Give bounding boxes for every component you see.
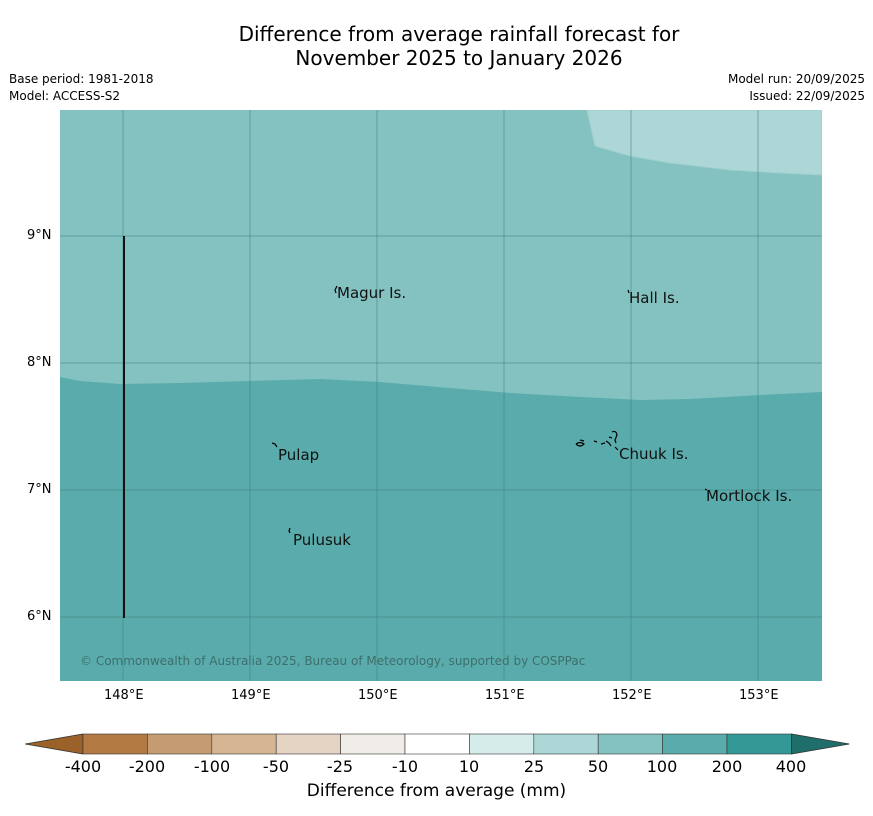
lat-label-6n: 6°N: [27, 609, 52, 624]
colorbar-arrow-low: [25, 733, 84, 755]
lon-label-151e: 151°E: [485, 688, 525, 703]
cb-tick-100: 100: [646, 757, 678, 776]
place-pulusuk: Pulusuk: [293, 531, 351, 549]
colorbar-segment: [340, 733, 406, 755]
place-pulap: Pulap: [278, 446, 320, 464]
lat-label-9n: 9°N: [27, 228, 52, 243]
chuuk-lagoon-shape: [575, 430, 619, 451]
lat-label-7n: 7°N: [27, 482, 52, 497]
lon-label-150e: 150°E: [358, 688, 398, 703]
cb-tick-25: 25: [523, 757, 545, 776]
colorbar-segment: [211, 733, 277, 755]
model-name: Model: ACCESS-S2: [9, 89, 121, 103]
lon-label-153e: 153°E: [739, 688, 779, 703]
cb-tick-neg200: -200: [128, 757, 166, 776]
model-run: Model run: 20/09/2025: [727, 72, 865, 86]
colorbar-arrow-high: [791, 733, 850, 755]
place-magur: Magur Is.: [337, 284, 407, 302]
pulusuk-island-shape: [288, 527, 291, 534]
issued-date: Issued: 22/09/2025: [749, 89, 865, 103]
hall-island-shape: [627, 289, 630, 294]
islands: [271, 285, 708, 534]
place-mortlock: Mortlock Is.: [706, 487, 793, 505]
cb-tick-50: 50: [587, 757, 609, 776]
map-area: [60, 110, 822, 681]
lon-label-149e: 149°E: [231, 688, 271, 703]
zone-25-50: [586, 110, 822, 176]
colorbar-segment: [469, 733, 535, 755]
colorbar: [25, 733, 850, 755]
colorbar-segment: [275, 733, 341, 755]
meta-right: Model run: 20/09/2025 Issued: 22/09/2025: [728, 71, 865, 105]
colorbar-segment: [533, 733, 599, 755]
colorbar-segment: [404, 733, 470, 755]
lon-label-148e: 148°E: [104, 688, 144, 703]
colorbar-label: Difference from average (mm): [306, 781, 567, 801]
place-chuuk: Chuuk Is.: [619, 445, 689, 463]
colorbar-segment: [597, 733, 663, 755]
colorbar-segment: [662, 733, 728, 755]
cb-tick-neg25: -25: [326, 757, 354, 776]
cb-tick-neg100: -100: [193, 757, 231, 776]
cb-tick-10: 10: [458, 757, 480, 776]
pulap-island-shape: [271, 442, 278, 448]
mortlock-island-shape: [704, 488, 708, 491]
lon-label-152e: 152°E: [612, 688, 652, 703]
copyright-notice: © Commonwealth of Australia 2025, Bureau…: [80, 654, 586, 668]
cb-tick-neg50: -50: [262, 757, 290, 776]
cb-tick-400: 400: [775, 757, 807, 776]
map-title: Difference from average rainfall forecas…: [0, 22, 873, 70]
graticule: [60, 110, 822, 681]
magur-island-shape: [334, 285, 338, 294]
title-line-1: Difference from average rainfall forecas…: [238, 22, 680, 46]
colorbar-segment: [82, 733, 148, 755]
zone-100-200: [60, 377, 822, 681]
cb-tick-neg10: -10: [391, 757, 419, 776]
colorbar-segment: [147, 733, 213, 755]
colorbar-segment: [726, 733, 792, 755]
lat-label-8n: 8°N: [27, 355, 52, 370]
cb-tick-neg400: -400: [64, 757, 102, 776]
cb-tick-200: 200: [711, 757, 743, 776]
place-hall: Hall Is.: [629, 289, 680, 307]
title-line-2: November 2025 to January 2026: [295, 46, 623, 70]
base-period: Base period: 1981-2018: [9, 72, 154, 86]
meta-left: Base period: 1981-2018 Model: ACCESS-S2: [9, 71, 154, 105]
